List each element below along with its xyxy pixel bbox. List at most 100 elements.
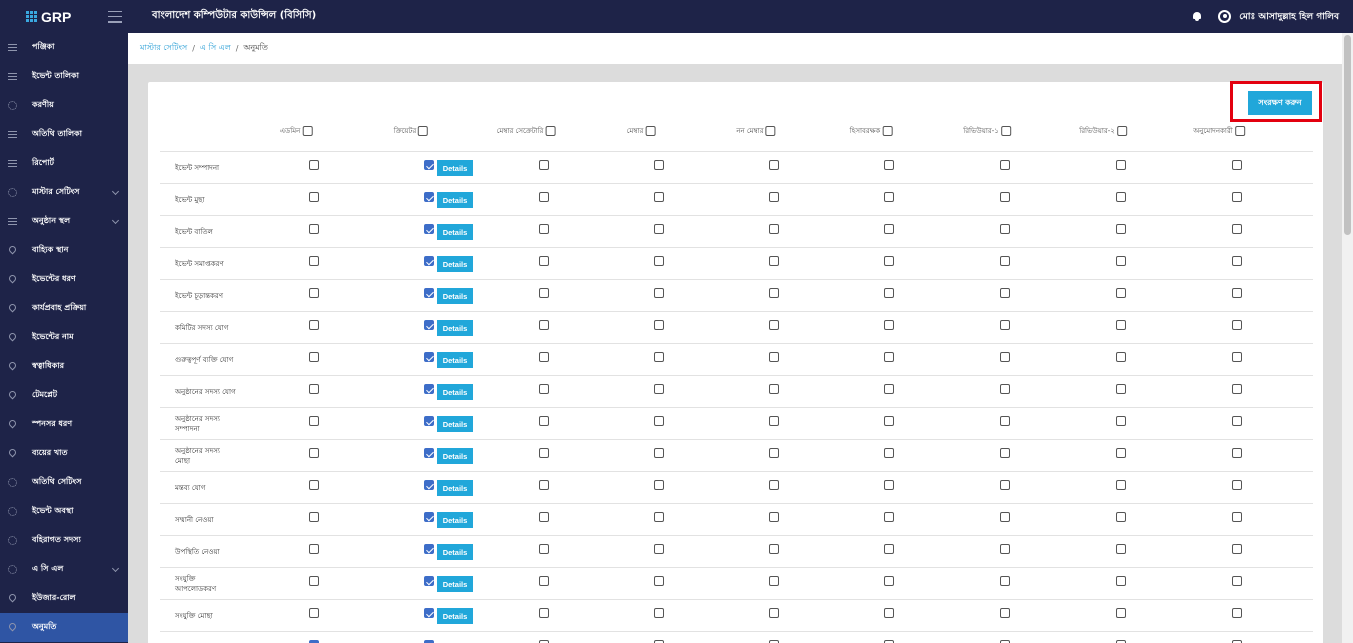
select-all-checkbox[interactable] [645, 126, 656, 136]
select-all-checkbox[interactable] [882, 126, 893, 136]
permission-checkbox[interactable] [1232, 576, 1242, 586]
details-button[interactable]: Details [437, 160, 473, 176]
permission-checkbox[interactable] [654, 576, 664, 586]
permission-checkbox[interactable] [539, 448, 549, 458]
permission-checkbox[interactable] [884, 608, 894, 618]
permission-checkbox[interactable] [309, 576, 319, 586]
details-button[interactable]: Details [437, 352, 473, 368]
select-all-checkbox[interactable] [1000, 126, 1011, 136]
permission-checkbox[interactable] [539, 576, 549, 586]
permission-checkbox[interactable] [1000, 384, 1010, 394]
permission-checkbox[interactable] [1000, 608, 1010, 618]
permission-checkbox[interactable] [424, 416, 434, 426]
permission-checkbox[interactable] [769, 544, 779, 554]
permission-checkbox[interactable] [769, 608, 779, 618]
permission-checkbox[interactable] [1116, 416, 1126, 426]
details-button[interactable]: Details [437, 480, 473, 496]
permission-checkbox[interactable] [309, 608, 319, 618]
permission-checkbox[interactable] [1232, 384, 1242, 394]
permission-checkbox[interactable] [769, 192, 779, 202]
permission-checkbox[interactable] [654, 608, 664, 618]
permission-checkbox[interactable] [539, 256, 549, 266]
permission-checkbox[interactable] [539, 544, 549, 554]
permission-checkbox[interactable] [769, 480, 779, 490]
permission-checkbox[interactable] [654, 544, 664, 554]
permission-checkbox[interactable] [1000, 480, 1010, 490]
permission-checkbox[interactable] [424, 480, 434, 490]
select-all-checkbox[interactable] [1234, 126, 1245, 136]
permission-checkbox[interactable] [424, 320, 434, 330]
breadcrumb-master-settings[interactable]: মাস্টার সেটিংস [140, 43, 188, 52]
sidebar-item-9[interactable]: কার্যপ্রবাহ প্রক্রিয়া [0, 294, 128, 323]
scrollbar-thumb[interactable] [1344, 35, 1351, 235]
permission-checkbox[interactable] [1000, 256, 1010, 266]
permission-checkbox[interactable] [1116, 352, 1126, 362]
permission-checkbox[interactable] [884, 544, 894, 554]
permission-checkbox[interactable] [309, 640, 319, 643]
permission-checkbox[interactable] [1232, 256, 1242, 266]
permission-checkbox[interactable] [1116, 544, 1126, 554]
sidebar-item-18[interactable]: এ সি এল [0, 555, 128, 584]
permission-checkbox[interactable] [1000, 192, 1010, 202]
select-all-checkbox[interactable] [765, 126, 776, 136]
permission-checkbox[interactable] [654, 640, 664, 643]
permission-checkbox[interactable] [1000, 224, 1010, 234]
permission-checkbox[interactable] [884, 480, 894, 490]
permission-checkbox[interactable] [769, 352, 779, 362]
permission-checkbox[interactable] [654, 256, 664, 266]
permission-checkbox[interactable] [654, 224, 664, 234]
permission-checkbox[interactable] [884, 224, 894, 234]
permission-checkbox[interactable] [1232, 480, 1242, 490]
permission-checkbox[interactable] [539, 160, 549, 170]
notification-bell-icon[interactable] [1192, 11, 1202, 22]
permission-checkbox[interactable] [1232, 320, 1242, 330]
permission-checkbox[interactable] [654, 480, 664, 490]
permission-checkbox[interactable] [309, 256, 319, 266]
permission-checkbox[interactable] [1232, 512, 1242, 522]
details-button[interactable]: Details [437, 448, 473, 464]
permission-checkbox[interactable] [654, 192, 664, 202]
permission-checkbox[interactable] [1116, 288, 1126, 298]
details-button[interactable]: Details [437, 384, 473, 400]
permission-checkbox[interactable] [1116, 320, 1126, 330]
permission-checkbox[interactable] [424, 544, 434, 554]
permission-checkbox[interactable] [769, 512, 779, 522]
permission-checkbox[interactable] [424, 576, 434, 586]
permission-checkbox[interactable] [424, 192, 434, 202]
permission-checkbox[interactable] [654, 448, 664, 458]
details-button[interactable]: Details [437, 320, 473, 336]
select-all-checkbox[interactable] [302, 126, 313, 136]
permission-checkbox[interactable] [884, 576, 894, 586]
permission-checkbox[interactable] [1232, 640, 1242, 643]
permission-checkbox[interactable] [424, 352, 434, 362]
sidebar-item-17[interactable]: বহিরাগত সদস্য [0, 526, 128, 555]
permission-checkbox[interactable] [309, 352, 319, 362]
permission-checkbox[interactable] [309, 160, 319, 170]
permission-checkbox[interactable] [424, 448, 434, 458]
select-all-checkbox[interactable] [545, 126, 556, 136]
details-button[interactable]: Details [437, 192, 473, 208]
permission-checkbox[interactable] [884, 448, 894, 458]
permission-checkbox[interactable] [1116, 224, 1126, 234]
permission-checkbox[interactable] [309, 288, 319, 298]
permission-checkbox[interactable] [1000, 640, 1010, 643]
permission-checkbox[interactable] [654, 384, 664, 394]
sidebar-item-19[interactable]: ইউজার-রোল [0, 584, 128, 613]
logo[interactable]: GRP [0, 0, 128, 33]
permission-checkbox[interactable] [1116, 384, 1126, 394]
permission-checkbox[interactable] [1000, 576, 1010, 586]
permission-checkbox[interactable] [539, 384, 549, 394]
breadcrumb-acl[interactable]: এ সি এল [199, 43, 231, 52]
permission-checkbox[interactable] [1116, 512, 1126, 522]
permission-checkbox[interactable] [1000, 544, 1010, 554]
sidebar-item-14[interactable]: ব্যয়ের খাত [0, 439, 128, 468]
permission-checkbox[interactable] [1116, 192, 1126, 202]
permission-checkbox[interactable] [424, 288, 434, 298]
permission-checkbox[interactable] [1232, 288, 1242, 298]
permission-checkbox[interactable] [424, 640, 434, 643]
permission-checkbox[interactable] [539, 512, 549, 522]
permission-checkbox[interactable] [1232, 352, 1242, 362]
sidebar-item-20[interactable]: অনুমতি [0, 613, 128, 642]
permission-checkbox[interactable] [539, 608, 549, 618]
permission-checkbox[interactable] [309, 544, 319, 554]
